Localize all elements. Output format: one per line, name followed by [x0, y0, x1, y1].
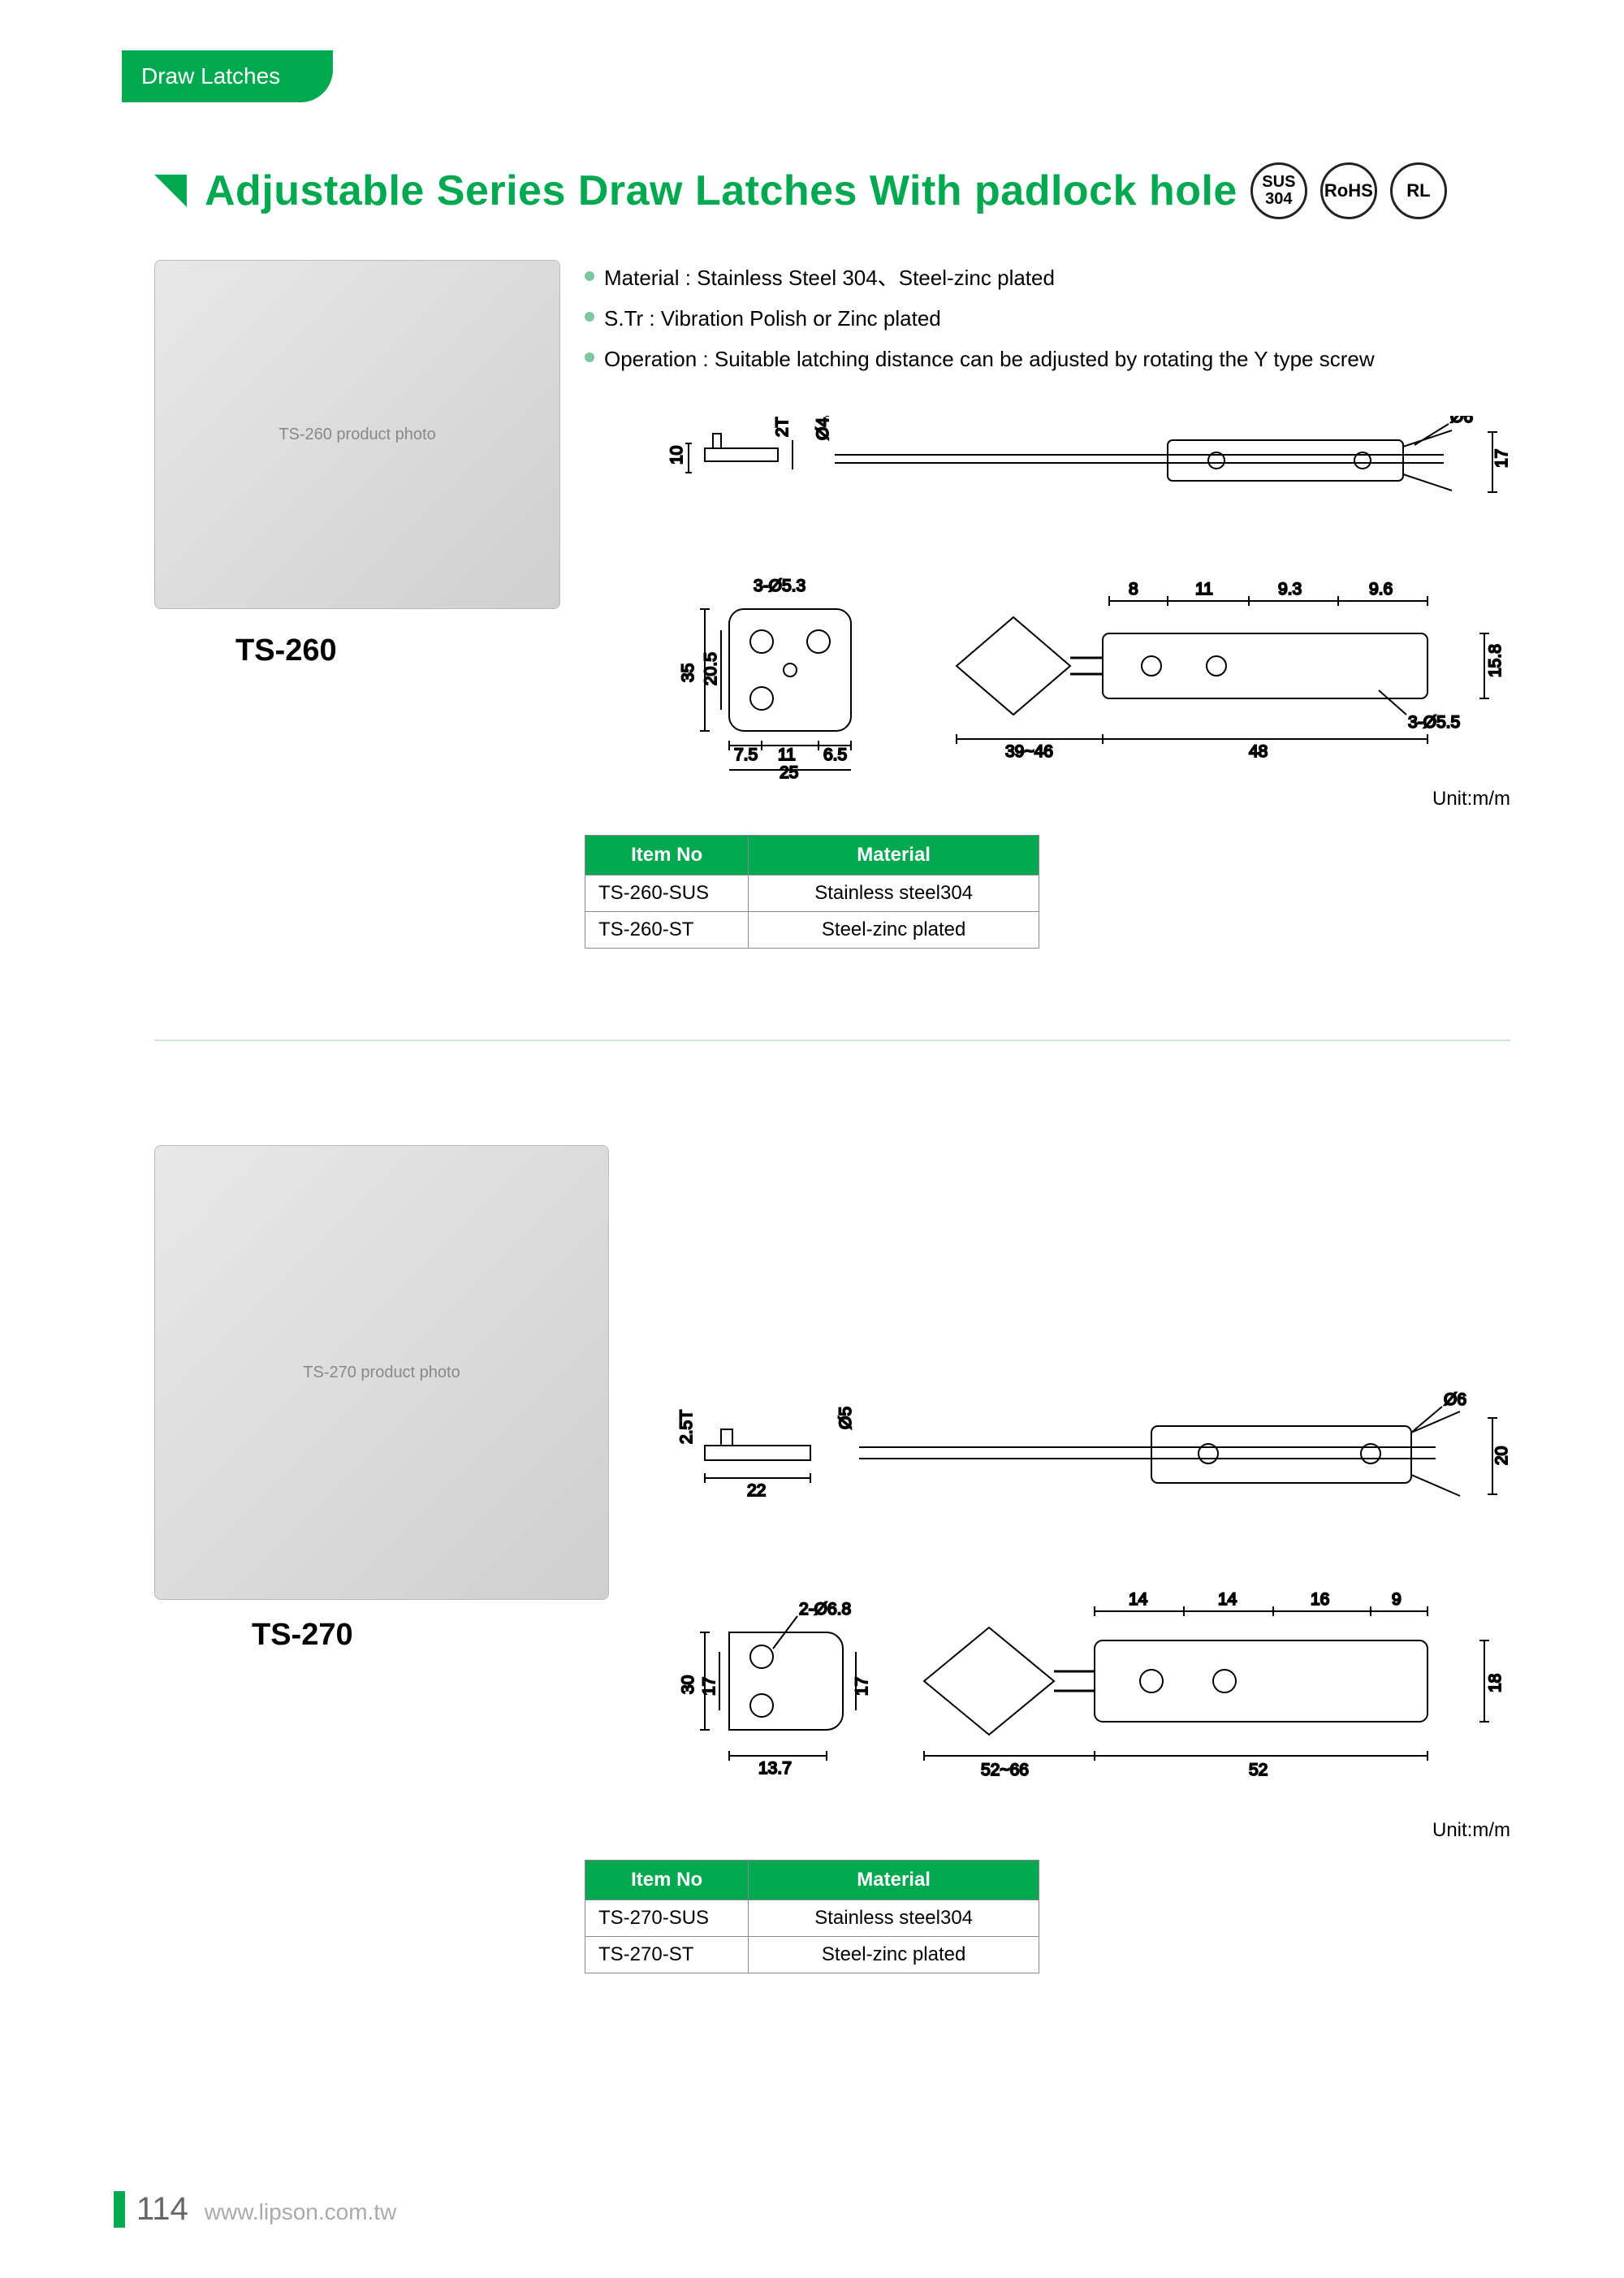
svg-text:11: 11	[1195, 580, 1213, 599]
product-photo-ts270: TS-270 product photo	[154, 1145, 609, 1600]
table-cell: TS-270-ST	[585, 1937, 749, 1973]
page-title: Adjustable Series Draw Latches With padl…	[205, 166, 1237, 215]
svg-text:2-Ø6.8: 2-Ø6.8	[799, 1600, 851, 1619]
svg-text:22: 22	[747, 1481, 766, 1500]
title-row: Adjustable Series Draw Latches With padl…	[154, 162, 1527, 219]
unit-label: Unit:m/m	[1432, 1819, 1510, 1842]
table-row: TS-260-SUS Stainless steel304	[585, 875, 1039, 912]
svg-text:Ø5: Ø5	[836, 1407, 855, 1429]
svg-text:8: 8	[1129, 580, 1138, 599]
svg-text:17: 17	[1492, 449, 1511, 468]
photo-hint: TS-260 product photo	[279, 426, 435, 444]
table-row: TS-270-SUS Stainless steel304	[585, 1900, 1039, 1937]
svg-text:14: 14	[1218, 1590, 1237, 1609]
page-number: 114	[114, 2191, 188, 2228]
page-footer: 114 www.lipson.com.tw	[114, 2191, 396, 2228]
product-label-ts260: TS-260	[235, 633, 337, 668]
svg-text:52: 52	[1249, 1761, 1268, 1779]
table-header: Item No	[585, 1861, 749, 1900]
section-divider	[154, 1040, 1510, 1041]
svg-text:Ø6: Ø6	[1444, 1390, 1466, 1409]
table-header: Material	[749, 1861, 1039, 1900]
svg-text:52~66: 52~66	[981, 1761, 1029, 1779]
svg-text:30: 30	[679, 1675, 698, 1694]
product-label-ts270: TS-270	[252, 1618, 353, 1653]
bullet-item: Material : Stainless Steel 304、Steel-zin…	[585, 260, 1510, 296]
svg-text:10: 10	[667, 446, 686, 465]
table-cell: Stainless steel304	[749, 1900, 1039, 1937]
svg-text:18: 18	[1486, 1674, 1505, 1692]
diagram-ts260-plan: 3-Ø5.3 35 20.5 7.5 11 6.5 25 8 11 9.3 9.…	[648, 568, 1517, 780]
svg-text:17: 17	[700, 1677, 719, 1696]
footer-url: www.lipson.com.tw	[205, 2199, 397, 2225]
svg-text:6.5: 6.5	[823, 746, 847, 764]
spec-bullets: Material : Stainless Steel 304、Steel-zin…	[585, 260, 1510, 383]
svg-text:48: 48	[1249, 742, 1268, 761]
cert-line1: SUS	[1262, 174, 1295, 191]
svg-text:39~46: 39~46	[1005, 742, 1053, 761]
svg-text:9.3: 9.3	[1278, 580, 1302, 599]
svg-text:15.8: 15.8	[1486, 644, 1505, 677]
table-cell: TS-270-SUS	[585, 1900, 749, 1937]
svg-text:3-Ø5.5: 3-Ø5.5	[1408, 713, 1460, 732]
svg-text:Ø4.3: Ø4.3	[814, 416, 832, 440]
table-cell: Stainless steel304	[749, 875, 1039, 912]
svg-text:20.5: 20.5	[702, 652, 720, 685]
photo-hint: TS-270 product photo	[303, 1364, 460, 1382]
title-marker-icon	[154, 175, 187, 207]
cert-badge-sus304: SUS 304	[1250, 162, 1307, 219]
table-cell: TS-260-ST	[585, 912, 749, 949]
svg-text:20: 20	[1492, 1446, 1511, 1465]
svg-text:17: 17	[853, 1677, 871, 1696]
table-header: Item No	[585, 836, 749, 875]
svg-text:Ø6: Ø6	[1450, 416, 1473, 426]
svg-text:7.5: 7.5	[734, 746, 758, 764]
diagram-ts270-side: 2.5T 22 Ø5 Ø6 20	[648, 1381, 1517, 1527]
table-header: Material	[749, 836, 1039, 875]
svg-text:35: 35	[679, 664, 698, 682]
table-row: TS-270-ST Steel-zinc plated	[585, 1937, 1039, 1973]
bullet-item: S.Tr : Vibration Polish or Zinc plated	[585, 300, 1510, 336]
table-cell: Steel-zinc plated	[749, 912, 1039, 949]
cert-line2: 304	[1265, 191, 1292, 208]
cert-line1: RL	[1406, 181, 1430, 200]
svg-text:2.5T: 2.5T	[677, 1410, 696, 1444]
category-tab: Draw Latches	[122, 50, 333, 102]
svg-text:3-Ø5.3: 3-Ø5.3	[754, 577, 806, 595]
svg-text:13.7: 13.7	[758, 1759, 792, 1778]
spec-table-ts270: Item No Material TS-270-SUS Stainless st…	[585, 1860, 1039, 1973]
product-photo-ts260: TS-260 product photo	[154, 260, 560, 609]
cert-badge-rohs: RoHS	[1320, 162, 1377, 219]
table-row: TS-260-ST Steel-zinc plated	[585, 912, 1039, 949]
table-cell: Steel-zinc plated	[749, 1937, 1039, 1973]
unit-label: Unit:m/m	[1432, 788, 1510, 810]
diagram-ts270-plan: 2-Ø6.8 30 17 17 13.7 14 14 16 9 18 52~66…	[648, 1576, 1517, 1803]
svg-text:25: 25	[780, 763, 798, 780]
svg-text:9.6: 9.6	[1369, 580, 1393, 599]
svg-text:9: 9	[1392, 1590, 1402, 1609]
svg-text:14: 14	[1129, 1590, 1148, 1609]
spec-table-ts260: Item No Material TS-260-SUS Stainless st…	[585, 835, 1039, 949]
svg-text:16: 16	[1311, 1590, 1329, 1609]
svg-text:2T: 2T	[773, 417, 792, 437]
svg-text:11: 11	[778, 746, 796, 764]
diagram-ts260-side: 10 2T Ø4.3 Ø6 17	[648, 416, 1517, 513]
cert-line1: RoHS	[1324, 181, 1373, 200]
bullet-item: Operation : Suitable latching distance c…	[585, 341, 1510, 377]
cert-badge-rl: RL	[1390, 162, 1447, 219]
table-cell: TS-260-SUS	[585, 875, 749, 912]
